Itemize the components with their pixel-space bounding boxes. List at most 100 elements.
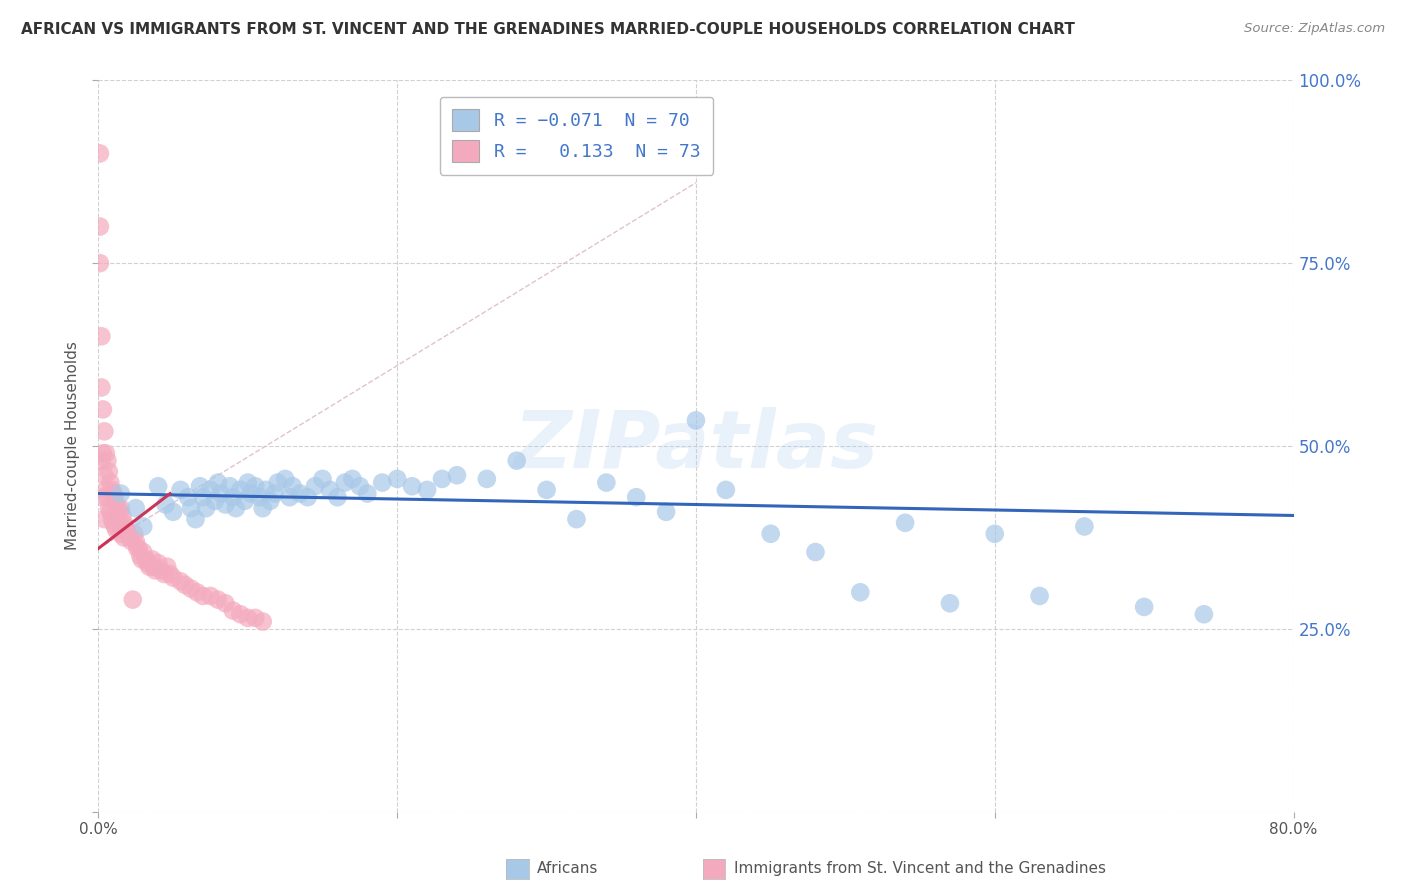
Point xyxy=(104,490,127,504)
Point xyxy=(90,329,112,343)
Point xyxy=(93,425,115,439)
Point xyxy=(89,146,111,161)
Point xyxy=(204,494,226,508)
Point xyxy=(984,526,1007,541)
Point xyxy=(356,486,378,500)
Point xyxy=(143,563,166,577)
Point xyxy=(259,494,281,508)
Point xyxy=(288,486,311,500)
Point xyxy=(252,615,274,629)
Point xyxy=(129,549,152,563)
Text: Immigrants from St. Vincent and the Grenadines: Immigrants from St. Vincent and the Gren… xyxy=(734,862,1107,876)
Point xyxy=(446,468,468,483)
Point xyxy=(103,486,125,500)
Point xyxy=(1028,589,1050,603)
Point xyxy=(112,530,135,544)
Point xyxy=(101,512,124,526)
Point xyxy=(229,483,252,497)
Point xyxy=(222,603,245,617)
Point xyxy=(108,505,131,519)
Point xyxy=(254,483,277,497)
Point xyxy=(214,498,236,512)
Point xyxy=(714,483,737,497)
Point xyxy=(263,486,285,500)
Point xyxy=(105,523,128,537)
Point xyxy=(229,607,252,622)
Point xyxy=(759,526,782,541)
Point xyxy=(120,534,142,549)
Point xyxy=(225,501,247,516)
Point xyxy=(96,453,118,467)
Point xyxy=(565,512,588,526)
Point xyxy=(236,475,259,490)
Point xyxy=(125,501,148,516)
Point xyxy=(125,534,148,549)
Point xyxy=(506,453,529,467)
Point xyxy=(274,472,297,486)
Point xyxy=(385,472,409,486)
Point xyxy=(200,483,222,497)
Point xyxy=(184,512,207,526)
Point xyxy=(98,505,122,519)
Text: Source: ZipAtlas.com: Source: ZipAtlas.com xyxy=(1244,22,1385,36)
Point xyxy=(156,559,179,574)
Point xyxy=(207,475,229,490)
Point xyxy=(96,490,118,504)
Point xyxy=(685,413,707,427)
Point xyxy=(207,592,229,607)
Point xyxy=(91,446,114,460)
Point xyxy=(114,519,136,533)
Point xyxy=(297,490,319,504)
Point xyxy=(278,490,301,504)
Point xyxy=(131,552,153,566)
Point xyxy=(90,453,112,467)
Point xyxy=(93,512,115,526)
Point xyxy=(89,219,111,234)
Point xyxy=(142,559,165,574)
Point xyxy=(180,582,202,596)
Point xyxy=(118,530,141,544)
Text: AFRICAN VS IMMIGRANTS FROM ST. VINCENT AND THE GRENADINES MARRIED-COUPLE HOUSEHO: AFRICAN VS IMMIGRANTS FROM ST. VINCENT A… xyxy=(21,22,1076,37)
Point xyxy=(124,526,146,541)
Point xyxy=(333,475,356,490)
Point xyxy=(121,592,143,607)
Point xyxy=(148,556,170,570)
Point xyxy=(304,479,326,493)
Point xyxy=(141,552,163,566)
Point xyxy=(475,472,498,486)
Text: Africans: Africans xyxy=(537,862,599,876)
Point xyxy=(97,465,120,479)
Point xyxy=(162,505,184,519)
Point xyxy=(150,563,173,577)
Point xyxy=(136,556,159,570)
Point xyxy=(1073,519,1095,533)
Point xyxy=(342,472,364,486)
Point xyxy=(267,475,290,490)
Point xyxy=(200,589,222,603)
Point xyxy=(132,545,155,559)
Point xyxy=(214,596,236,610)
Point xyxy=(319,483,342,497)
Point xyxy=(148,479,170,493)
Point xyxy=(595,475,617,490)
Point xyxy=(128,541,150,556)
Point xyxy=(239,486,262,500)
Point xyxy=(169,483,191,497)
Point xyxy=(416,483,439,497)
Point xyxy=(112,516,135,530)
Point xyxy=(115,523,138,537)
Point xyxy=(111,508,134,523)
Point xyxy=(1133,599,1156,614)
Point xyxy=(195,501,218,516)
Legend: R = −0.071  N = 70, R =   0.133  N = 73: R = −0.071 N = 70, R = 0.133 N = 73 xyxy=(440,96,713,175)
Point xyxy=(159,567,181,582)
Point xyxy=(135,552,157,566)
Point xyxy=(209,486,232,500)
Point xyxy=(127,541,149,556)
Point xyxy=(186,585,208,599)
Point xyxy=(626,490,648,504)
Point xyxy=(849,585,872,599)
Point xyxy=(326,490,349,504)
Point xyxy=(174,578,197,592)
Point xyxy=(236,611,259,625)
